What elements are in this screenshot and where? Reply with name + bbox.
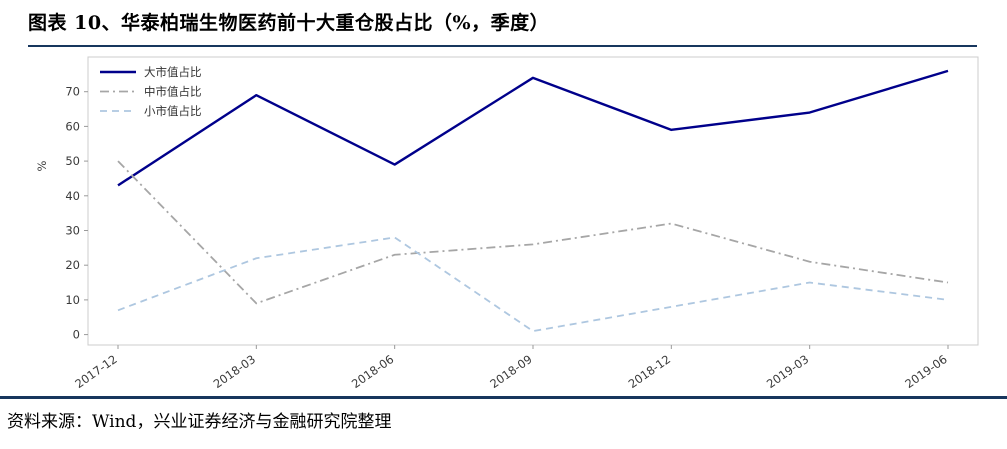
y-tick-label: 30 bbox=[65, 223, 80, 237]
y-tick-label: 20 bbox=[65, 258, 80, 272]
x-tick-label: 2019-03 bbox=[764, 352, 811, 391]
y-axis-label: % bbox=[35, 160, 49, 171]
x-tick-label: 2018-03 bbox=[211, 352, 258, 391]
y-tick-label: 60 bbox=[65, 119, 80, 133]
y-tick-label: 0 bbox=[73, 328, 80, 342]
x-tick-label: 2017-12 bbox=[72, 352, 119, 391]
legend-label-0: 大市值占比 bbox=[144, 65, 202, 79]
figure-title: 图表 10、华泰柏瑞生物医药前十大重仓股占比（%，季度） bbox=[28, 12, 550, 34]
x-tick-label: 2018-06 bbox=[349, 352, 396, 391]
x-tick-label: 2018-09 bbox=[487, 352, 534, 391]
plot-border bbox=[87, 56, 979, 346]
y-tick-label: 40 bbox=[65, 189, 80, 203]
y-tick-label: 50 bbox=[65, 154, 80, 168]
legend-label-1: 中市值占比 bbox=[144, 85, 202, 99]
line-chart: 0 10 20 30 40 50 60 70% 2017-12 2018-03 2018-06 201… bbox=[30, 52, 990, 395]
x-tick-label: 2019-06 bbox=[902, 352, 949, 391]
footer-divider bbox=[0, 396, 1007, 399]
chart-canvas: 0 10 20 30 40 50 60 70% 2017-12 2018-03 2018-06 201… bbox=[35, 56, 979, 391]
x-tick-label: 2018-12 bbox=[626, 352, 673, 391]
y-tick-label: 70 bbox=[65, 85, 80, 99]
title-underline bbox=[28, 45, 977, 47]
line-series-1 bbox=[117, 160, 949, 305]
legend-label-2: 小市值占比 bbox=[144, 104, 202, 118]
line-series-0 bbox=[117, 69, 949, 187]
y-tick-label: 10 bbox=[65, 293, 80, 307]
line-series-2 bbox=[117, 236, 949, 333]
source-note: 资料来源：Wind，兴业证券经济与金融研究院整理 bbox=[7, 412, 392, 432]
